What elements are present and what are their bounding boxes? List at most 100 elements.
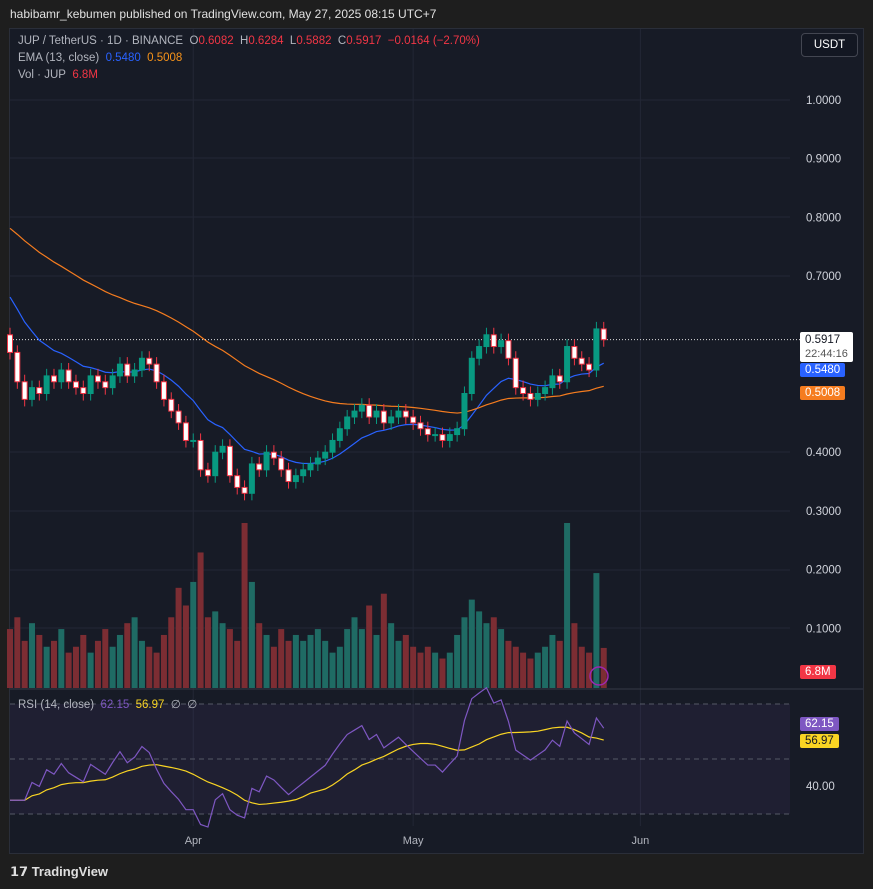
- volume-bar: [527, 658, 534, 688]
- candle: [131, 369, 138, 377]
- close-label: C: [337, 35, 347, 47]
- volume-bar: [28, 623, 35, 688]
- volume-bar: [476, 611, 483, 688]
- candle: [549, 375, 556, 389]
- candle: [28, 387, 35, 400]
- candle: [358, 404, 365, 412]
- candle: [43, 375, 50, 395]
- rsi-ma-value: 56.97: [135, 699, 165, 711]
- volume-bar: [153, 652, 160, 688]
- volume-bar: [72, 646, 79, 688]
- volume-bar: [175, 587, 182, 688]
- candle: [600, 328, 607, 341]
- candle: [380, 410, 387, 424]
- candle: [586, 363, 593, 371]
- lightning-icon: [589, 666, 609, 686]
- candle: [21, 381, 28, 400]
- volume-bar: [116, 634, 123, 688]
- candle: [190, 439, 197, 442]
- tradingview-logo[interactable]: 𝟭𝟳 TradingView: [10, 864, 108, 880]
- candle: [446, 434, 453, 441]
- high-label: H: [240, 35, 249, 47]
- rsi-ma-line: [10, 726, 604, 806]
- volume-bar: [102, 629, 109, 688]
- price-tick: 0.7000: [806, 271, 841, 283]
- last-price-tag: 0.5917 22:44:16: [800, 332, 853, 362]
- volume-bar: [336, 646, 343, 688]
- volume-bar: [109, 646, 116, 688]
- volume-legend[interactable]: Vol · JUP 6.8M: [18, 69, 98, 81]
- volume-bar: [578, 646, 585, 688]
- rsi-tag: 62.15: [800, 717, 839, 731]
- candle: [153, 363, 160, 383]
- symbol-title[interactable]: JUP / TetherUS · 1D · BINANCE: [18, 35, 184, 47]
- candle: [292, 475, 299, 483]
- candle: [226, 445, 233, 477]
- volume-bar: [270, 646, 277, 688]
- open-value: 0.6082: [198, 35, 234, 47]
- ema-slow-line: [9, 227, 604, 414]
- volume-bar: [256, 623, 263, 688]
- volume-bar: [542, 646, 549, 688]
- time-label: May: [403, 835, 424, 847]
- volume-bar: [586, 652, 593, 688]
- candle: [314, 457, 321, 465]
- candle: [476, 346, 483, 359]
- candle: [285, 469, 292, 483]
- volume-bar: [358, 629, 365, 688]
- candle: [87, 375, 94, 395]
- volume-bar: [593, 573, 600, 688]
- volume-bar: [410, 646, 417, 688]
- price-tick: 0.1000: [806, 623, 841, 635]
- low-label: L: [289, 35, 297, 47]
- candle: [344, 416, 351, 430]
- candle: [204, 469, 211, 477]
- volume-bar: [212, 611, 219, 688]
- candle: [512, 357, 519, 389]
- publisher-line: habibamr_kebumen published on TradingVie…: [10, 7, 437, 21]
- candle: [7, 334, 13, 353]
- volume-bar: [490, 617, 497, 688]
- brand-name: TradingView: [31, 864, 109, 879]
- ema-label: EMA (13, close): [18, 52, 100, 64]
- volume-bar: [285, 640, 292, 688]
- volume-bar: [190, 581, 197, 688]
- candle: [366, 404, 373, 418]
- volume-bar: [50, 640, 57, 688]
- tv-logo-icon: 𝟭𝟳: [10, 864, 32, 879]
- close-value: 0.5917: [346, 35, 382, 47]
- candle: [102, 381, 109, 389]
- candle: [50, 375, 57, 383]
- candle: [505, 340, 512, 359]
- chart-frame[interactable]: [9, 28, 864, 854]
- volume-bar: [512, 646, 519, 688]
- volume-bar: [329, 652, 336, 688]
- ema-legend[interactable]: EMA (13, close) 0.5480 0.5008: [18, 52, 182, 64]
- candle: [329, 439, 336, 453]
- volume-bar: [219, 623, 226, 688]
- candle: [116, 363, 123, 377]
- currency-button[interactable]: USDT: [801, 33, 858, 57]
- candle: [498, 340, 505, 348]
- ema-fast-value: 0.5480: [105, 52, 141, 64]
- volume-bar: [65, 652, 72, 688]
- candle: [182, 422, 189, 441]
- candle: [432, 434, 439, 437]
- candle: [138, 357, 145, 371]
- candle: [402, 410, 409, 418]
- candle: [94, 375, 101, 383]
- rsi-extra-2: ∅: [187, 699, 198, 711]
- volume-bar: [461, 617, 468, 688]
- candle: [80, 387, 87, 395]
- volume-bar: [380, 593, 387, 688]
- candle: [175, 410, 182, 424]
- price-tick: 0.4000: [806, 447, 841, 459]
- candle: [219, 445, 226, 453]
- candle: [263, 451, 270, 471]
- volume-bar: [483, 623, 490, 688]
- rsi-tick: 40.00: [806, 781, 835, 793]
- rsi-legend[interactable]: RSI (14, close) 62.15 56.97 ∅ ∅: [18, 697, 197, 711]
- volume-bar: [556, 640, 563, 688]
- volume-bar: [432, 652, 439, 688]
